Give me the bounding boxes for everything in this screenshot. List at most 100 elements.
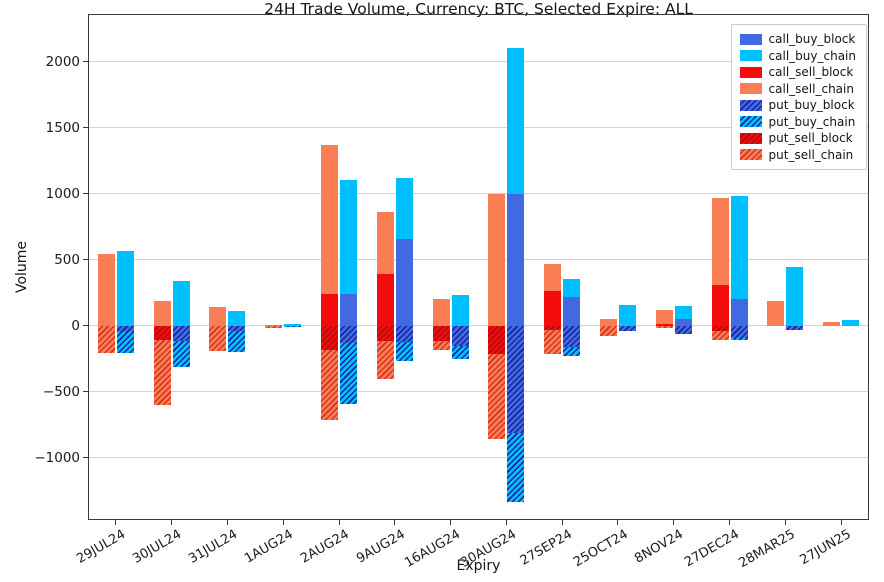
y-tick-label: −1000 (34, 449, 80, 466)
x-tick-mark (561, 520, 563, 525)
bar-segment-put_buy_chain (563, 346, 581, 356)
bar-segment-put_buy_block (563, 325, 581, 347)
bar-segment-call_sell_chain (823, 321, 841, 326)
bar-segment-call_buy_chain (674, 305, 692, 319)
bar-segment-call_sell_block (376, 274, 394, 326)
x-tick-mark (338, 520, 340, 525)
gridline (88, 127, 869, 129)
bar-segment-put_buy_chain (116, 332, 134, 353)
bar-segment-put_buy_chain (340, 342, 358, 404)
bar-segment-put_buy_chain (507, 433, 525, 503)
y-tick-mark (83, 127, 88, 129)
bar-segment-call_buy_chain (451, 295, 469, 326)
x-tick-mark (450, 520, 452, 525)
bar-segment-put_sell_block (711, 325, 729, 332)
legend-item-put_buy_block: put_buy_block (739, 97, 856, 114)
x-axis-label: Expiry (456, 558, 501, 574)
bar-segment-put_buy_chain (451, 345, 469, 359)
bar-segment-put_sell_chain (209, 325, 227, 351)
bar-segment-put_sell_chain (599, 325, 617, 336)
bar-segment-call_buy_chain (116, 251, 134, 326)
legend: call_buy_block call_buy_chain call_sell_bl… (730, 24, 867, 170)
bar-segment-call_sell_block (711, 285, 729, 326)
y-tick-mark (83, 457, 88, 459)
bar-segment-call_buy_chain (786, 267, 804, 326)
y-tick-label: 1000 (45, 185, 80, 202)
bar-segment-put_sell_chain (376, 340, 394, 380)
legend-item-call_buy_chain: call_buy_chain (739, 48, 856, 65)
bar-segment-put_buy_chain (730, 337, 748, 340)
bar-segment-put_buy_block (451, 325, 469, 346)
legend-item-call_sell_block: call_sell_block (739, 64, 856, 81)
bar-segment-call_sell_chain (544, 264, 562, 291)
y-tick-label: 2000 (45, 53, 80, 70)
bar-segment-put_sell_chain (544, 330, 562, 355)
bar-segment-call_sell_chain (599, 318, 617, 326)
bar-segment-put_sell_block (432, 325, 450, 341)
bar-segment-call_sell_block (655, 323, 673, 326)
gridline (88, 325, 869, 327)
bar-segment-call_sell_chain (321, 145, 339, 295)
bar-segment-call_sell_chain (432, 299, 450, 326)
legend-swatch-put_buy_chain (739, 116, 762, 128)
x-tick-mark (115, 520, 117, 525)
bar-segment-call_sell_chain (265, 325, 283, 327)
bar-segment-put_buy_block (228, 325, 246, 332)
bar-segment-call_buy_block (395, 238, 413, 326)
legend-swatch-put_buy_block (739, 99, 762, 111)
bar-segment-call_buy_chain (172, 280, 190, 326)
bar-segment-call_buy_block (674, 318, 692, 326)
x-tick-mark (394, 520, 396, 525)
bar-segment-put_buy_block (116, 325, 134, 333)
x-tick-mark (282, 520, 284, 525)
bar-segment-put_buy_block (618, 325, 636, 332)
x-tick-mark (673, 520, 675, 525)
bar-segment-put_sell_chain (655, 325, 673, 329)
y-tick-label: −500 (42, 383, 80, 400)
bar-segment-call_buy_chain (618, 304, 636, 326)
x-tick-mark (617, 520, 619, 525)
bar-segment-call_buy_block (340, 294, 358, 326)
y-tick-label: 0 (71, 317, 80, 334)
legend-item-put_sell_block: put_sell_block (739, 130, 856, 147)
bar-segment-call_sell_chain (153, 300, 171, 326)
y-tick-mark (83, 391, 88, 393)
bar-segment-put_buy_chain (395, 341, 413, 361)
y-tick-mark (83, 259, 88, 261)
bar-segment-put_buy_block (395, 325, 413, 342)
legend-item-put_sell_chain: put_sell_chain (739, 147, 856, 164)
legend-label: call_buy_chain (768, 48, 856, 63)
y-tick-mark (83, 193, 88, 195)
legend-label: call_sell_block (768, 65, 854, 80)
bar-segment-put_buy_chain (172, 340, 190, 368)
bar-segment-call_buy_block (730, 298, 748, 326)
bar-segment-put_buy_block (674, 325, 692, 335)
bar-segment-call_buy_chain (563, 278, 581, 298)
bar-segment-call_sell_chain (767, 301, 785, 326)
bar-segment-call_buy_block (507, 193, 525, 326)
gridline (88, 391, 869, 393)
legend-label: put_sell_block (768, 131, 853, 146)
bar-segment-put_buy_block (340, 325, 358, 343)
x-tick-mark (729, 520, 731, 525)
legend-swatch-call_sell_chain (739, 83, 762, 95)
bar-segment-call_sell_chain (376, 212, 394, 275)
bar-segment-call_buy_block (563, 297, 581, 326)
bar-segment-call_sell_block (321, 294, 339, 326)
y-tick-label: 1500 (45, 119, 80, 136)
bar-segment-put_sell_chain (153, 340, 171, 406)
legend-swatch-put_sell_chain (739, 149, 762, 161)
x-tick-mark (505, 520, 507, 525)
bar-segment-put_sell_block (153, 325, 171, 341)
legend-label: put_buy_block (768, 98, 855, 113)
x-tick-mark (784, 520, 786, 525)
bar-segment-put_sell_chain (711, 331, 729, 341)
legend-label: put_buy_chain (768, 114, 856, 129)
bar-segment-call_sell_block (544, 290, 562, 326)
bar-segment-call_buy_chain (842, 319, 860, 326)
bar-segment-call_buy_chain (284, 324, 302, 326)
bar-segment-put_sell_chain (321, 349, 339, 420)
legend-item-put_buy_chain: put_buy_chain (739, 114, 856, 131)
bar-segment-call_sell_chain (655, 309, 673, 324)
